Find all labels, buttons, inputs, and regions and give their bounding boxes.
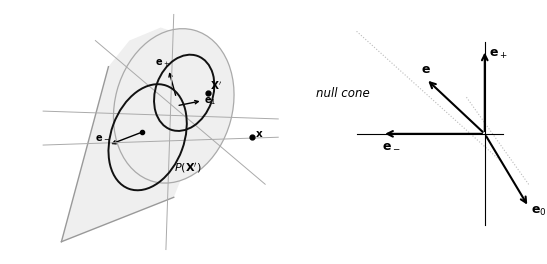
Text: $\mathbf{e}_1$: $\mathbf{e}_1$ bbox=[204, 95, 216, 107]
Text: $\mathbf{e}_+$: $\mathbf{e}_+$ bbox=[489, 48, 508, 61]
Text: null cone: null cone bbox=[316, 87, 370, 100]
Text: $\mathbf{e}_-$: $\mathbf{e}_-$ bbox=[95, 132, 110, 142]
Text: $\mathbf{e}_-$: $\mathbf{e}_-$ bbox=[382, 139, 401, 152]
Text: $\mathbf{X}'$: $\mathbf{X}'$ bbox=[210, 80, 222, 92]
Text: $\mathbf{e}_+$: $\mathbf{e}_+$ bbox=[155, 57, 170, 69]
Text: $P(\mathbf{X}')$: $P(\mathbf{X}')$ bbox=[174, 161, 201, 175]
Text: $\mathbf{x}$: $\mathbf{x}$ bbox=[255, 129, 263, 139]
Text: $\mathbf{e}$: $\mathbf{e}$ bbox=[421, 63, 430, 76]
Text: $\mathbf{e}_0$: $\mathbf{e}_0$ bbox=[531, 205, 546, 219]
Ellipse shape bbox=[113, 29, 234, 183]
Polygon shape bbox=[61, 27, 226, 242]
